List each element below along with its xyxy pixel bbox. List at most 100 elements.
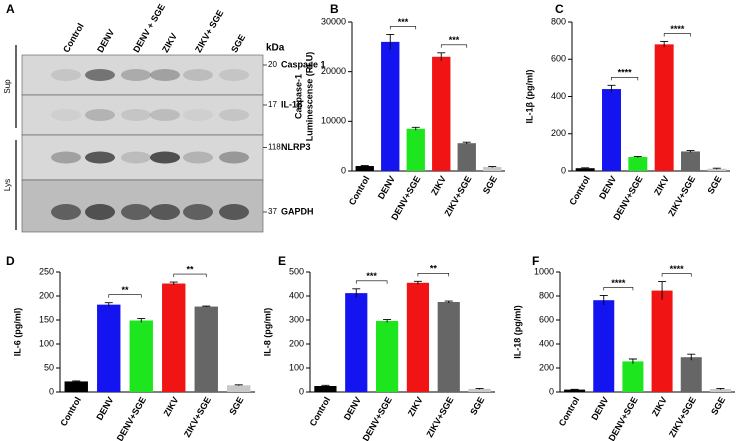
bar (129, 320, 153, 392)
blot-band (85, 151, 115, 164)
error-bar (411, 126, 420, 131)
error-bar (716, 387, 725, 390)
y-tick-label: 200 (539, 362, 554, 372)
error-bar (444, 300, 453, 303)
panel-label: F (532, 254, 539, 268)
blot-strip (21, 134, 264, 181)
blot-band (150, 109, 180, 121)
marker-weight: 20 (268, 60, 277, 69)
bar (162, 283, 186, 392)
significance-label: *** (398, 17, 409, 27)
bar (483, 167, 502, 171)
error-bar (712, 167, 721, 170)
significance-bracket (611, 77, 639, 81)
error-bar (386, 33, 395, 50)
y-tick-label: 800 (539, 290, 554, 300)
blot-band (121, 204, 151, 220)
bar (406, 282, 430, 392)
blot-band (51, 204, 81, 220)
y-tick-label: 400 (289, 290, 304, 300)
bar (437, 302, 460, 392)
y-tick-label: 150 (39, 314, 54, 324)
significance-label: **** (670, 24, 685, 34)
bar (651, 290, 673, 392)
bar (345, 293, 368, 392)
blot-band (85, 204, 115, 220)
y-tick-label: 0 (341, 165, 346, 175)
bar (575, 168, 595, 171)
bar (227, 385, 251, 392)
error-bar (607, 84, 616, 93)
error-bar (599, 294, 608, 305)
error-bar (137, 318, 146, 323)
bar (593, 300, 615, 392)
significance-bracket (603, 287, 634, 291)
marker-weight: 118 (268, 143, 281, 152)
error-bar (475, 387, 484, 390)
bar (468, 388, 491, 392)
y-tick-label: 200 (551, 128, 566, 138)
panel-label: E (278, 254, 286, 268)
blot-strip (21, 54, 264, 96)
blot-band (150, 151, 180, 164)
y-tick-label: 100 (289, 362, 304, 372)
error-bar (72, 380, 81, 382)
significance-label: *** (449, 35, 460, 45)
significance-bracket (173, 273, 207, 278)
significance-bracket (389, 26, 417, 30)
error-bar (321, 384, 330, 387)
error-bar (462, 141, 471, 145)
y-tick-label: 0 (549, 386, 554, 396)
blot-band (183, 69, 213, 81)
y-tick-label: 50 (44, 362, 54, 372)
bar (432, 56, 451, 172)
blot-band (51, 69, 81, 81)
y-tick-label: 0 (561, 165, 566, 175)
bar (707, 168, 727, 171)
significance-bracket (417, 273, 450, 277)
y-tick-label: 800 (551, 16, 566, 26)
blot-band (219, 69, 249, 81)
y-tick-label: 200 (289, 338, 304, 348)
bar (194, 306, 218, 392)
error-bar (488, 166, 497, 168)
y-tick-label: 10000 (321, 116, 346, 126)
error-bar (104, 302, 113, 307)
blot-band (219, 204, 249, 220)
y-tick-label: 600 (539, 314, 554, 324)
blot-band (183, 204, 213, 220)
error-bar (628, 358, 637, 364)
significance-bracket (355, 280, 388, 284)
significance-label: **** (611, 278, 626, 288)
significance-label: **** (670, 264, 685, 274)
y-axis-label: IL-6 (pg/ml) (12, 308, 22, 357)
bar (314, 386, 337, 392)
panel-label: A (6, 2, 15, 16)
y-axis-label: IL-8 (pg/ml) (262, 308, 272, 357)
bar (564, 389, 586, 392)
error-bar (687, 353, 696, 361)
blot-band (150, 204, 180, 220)
y-axis-label: Luminescense (RLU) (304, 52, 314, 142)
significance-bracket (440, 44, 468, 48)
error-bar (352, 288, 361, 298)
panel-label: D (6, 254, 15, 268)
blot-band (51, 151, 81, 164)
bar (709, 389, 731, 392)
blot-band (121, 151, 151, 164)
bar (681, 151, 700, 171)
bar (64, 381, 88, 392)
bar (622, 361, 644, 392)
y-tick-label: 30000 (321, 16, 346, 26)
error-bar (234, 384, 243, 386)
band-label: NLRP3 (281, 142, 311, 152)
error-bar (437, 52, 446, 61)
error-bar (581, 167, 590, 169)
unit-label: kDa (266, 43, 285, 54)
bar (406, 128, 425, 171)
error-bar (660, 41, 669, 48)
bar (628, 157, 648, 171)
y-tick-label: 600 (551, 54, 566, 64)
y-tick-label: 300 (289, 314, 304, 324)
